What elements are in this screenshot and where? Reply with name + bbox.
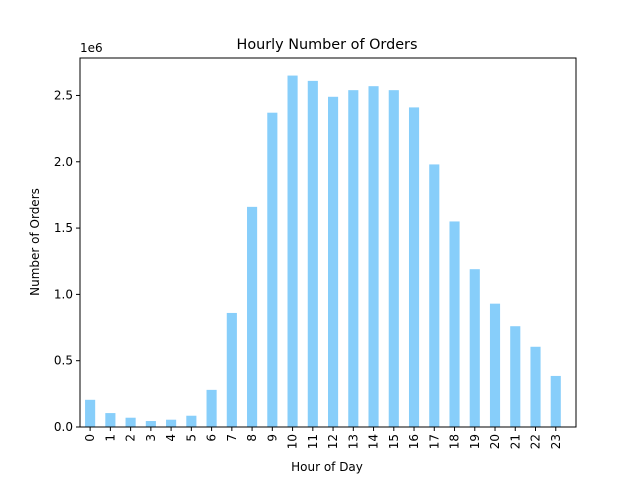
x-tick-label: 6 — [205, 434, 219, 442]
x-tick-label: 13 — [346, 434, 360, 449]
bar-hour-15 — [388, 90, 399, 427]
bar-hour-2 — [125, 417, 136, 427]
y-tick-label: 0.5 — [54, 354, 73, 368]
x-tick-label: 2 — [124, 434, 138, 442]
bar-hour-8 — [247, 206, 258, 427]
bar-hour-1 — [105, 413, 116, 427]
bar-hour-14 — [368, 86, 379, 428]
x-tick-label: 17 — [427, 434, 441, 449]
x-tick-label: 16 — [407, 434, 421, 449]
bar-hour-4 — [166, 419, 177, 427]
x-tick-label: 11 — [306, 434, 320, 449]
x-tick-label: 19 — [468, 434, 482, 449]
x-tick-label: 7 — [225, 434, 239, 442]
bar-hour-19 — [469, 269, 480, 427]
bar-hour-17 — [429, 164, 440, 428]
y-tick-label: 1.5 — [54, 221, 73, 235]
bar-hour-20 — [489, 303, 501, 427]
x-tick-label: 12 — [326, 434, 340, 449]
x-tick-label: 14 — [367, 434, 381, 449]
bar-hour-12 — [328, 96, 339, 427]
bar-hour-7 — [226, 312, 237, 427]
bar-hour-16 — [408, 107, 420, 428]
x-tick-label: 15 — [387, 434, 401, 449]
bar-hour-18 — [449, 221, 460, 427]
y-tick-label: 2.0 — [54, 155, 73, 169]
bar-hour-9 — [267, 112, 278, 427]
bar-hour-5 — [186, 415, 197, 427]
x-tick-label: 21 — [508, 434, 522, 449]
x-tick-label: 23 — [549, 434, 563, 449]
x-tick-label: 9 — [265, 434, 279, 442]
x-tick-label: 18 — [448, 434, 462, 449]
y-tick-label: 0.0 — [54, 420, 73, 434]
chart-title: Hourly Number of Orders — [237, 37, 418, 53]
bar-hour-22 — [530, 346, 541, 427]
y-tick-label: 2.5 — [54, 88, 73, 102]
bar-hour-11 — [307, 80, 318, 427]
x-axis-ticks: 0 1 2 3 4 5 6 7 8 9 10 11 12 13 14 15 16 17 18 19 20 21 22 23 — [83, 427, 563, 449]
x-tick-label: 4 — [164, 434, 178, 442]
bar-hour-10 — [287, 75, 298, 427]
x-tick-label: 10 — [286, 434, 300, 449]
x-tick-label: 0 — [83, 434, 97, 442]
y-tick-label: 1.0 — [54, 287, 73, 301]
y-scale-label: 1e6 — [80, 41, 103, 55]
bar-hour-21 — [510, 326, 521, 427]
x-axis-label: Hour of Day — [291, 460, 363, 474]
y-axis-ticks: 0.0 0.5 1.0 1.5 2.0 2.5 — [54, 88, 80, 434]
bar-hour-3 — [145, 421, 156, 427]
x-tick-label: 3 — [144, 434, 158, 442]
bar-hour-13 — [348, 90, 359, 427]
x-tick-label: 22 — [529, 434, 543, 449]
x-tick-label: 5 — [184, 434, 198, 442]
x-tick-label: 20 — [488, 434, 502, 449]
y-axis-label: Number of Orders — [28, 188, 42, 296]
plot-frame — [79, 57, 577, 428]
bar-hour-23 — [550, 375, 561, 427]
bar-hour-6 — [206, 389, 217, 427]
x-tick-label: 8 — [245, 434, 259, 442]
x-tick-label: 1 — [103, 434, 117, 442]
bar-hour-0 — [85, 399, 96, 427]
bars-group — [85, 75, 561, 428]
